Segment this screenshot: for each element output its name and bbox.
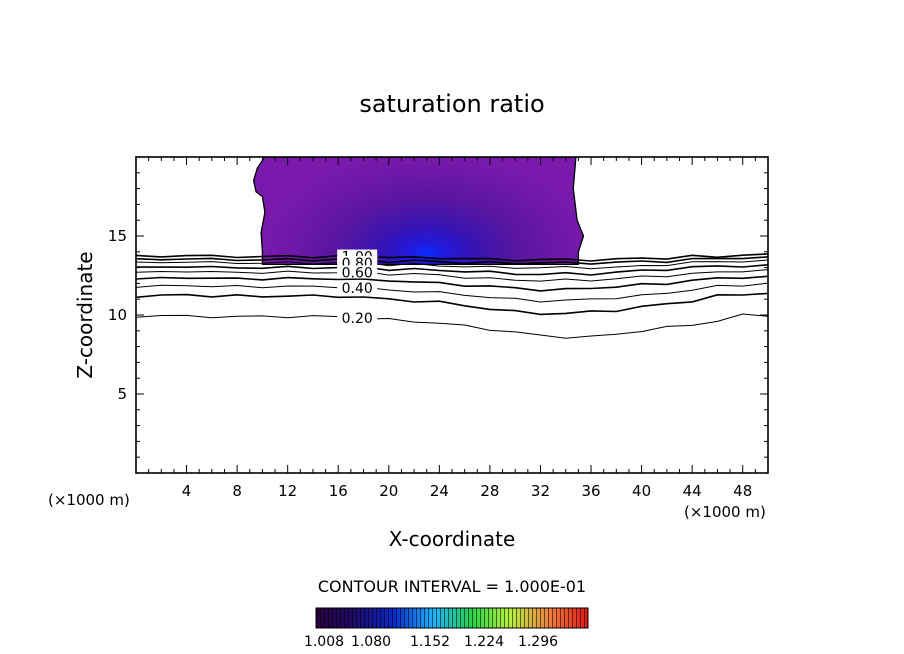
contour-label: 0.40 xyxy=(342,281,373,297)
x-tick-label: 44 xyxy=(683,482,702,500)
contour-line-0.90 xyxy=(136,256,768,265)
y-tick-label: 15 xyxy=(108,227,127,245)
x-tick-label: 12 xyxy=(278,482,297,500)
contour-line-0.30 xyxy=(136,292,768,316)
axis-ticks xyxy=(136,157,768,473)
contour-label: 0.60 xyxy=(342,265,373,281)
x-tick-labels: 4 8 12 16 20 24 28 32 36 40 44 48 xyxy=(182,482,752,500)
x-tick-label: 32 xyxy=(531,482,550,500)
chart-title: saturation ratio xyxy=(359,90,544,118)
contour-line-1.00 xyxy=(136,253,768,262)
contour-interval-label: CONTOUR INTERVAL = 1.000E-01 xyxy=(318,577,586,596)
contour-line-0.20 xyxy=(136,313,768,339)
contour-label-bg xyxy=(337,311,378,325)
contour-label-bg xyxy=(337,281,378,295)
contour-line-0.70 xyxy=(136,264,768,276)
y-tick-label: 5 xyxy=(117,385,127,403)
x-tick-label: 16 xyxy=(329,482,348,500)
colorbar-tick-label: 1.080 xyxy=(351,634,391,650)
x-unit-label-left: (×1000 m) xyxy=(48,491,130,509)
x-tick-label: 40 xyxy=(632,482,651,500)
x-tick-label: 24 xyxy=(430,482,449,500)
x-tick-label: 36 xyxy=(581,482,600,500)
supersaturated-fill xyxy=(252,157,585,266)
y-axis-label: Z-coordinate xyxy=(73,251,97,378)
colorbar-labels: 1.008 1.080 1.152 1.224 1.296 xyxy=(304,634,558,650)
contour-labels: 1.000.800.600.400.20 xyxy=(337,249,378,327)
x-axis-label: X-coordinate xyxy=(389,527,516,551)
supersaturation-region xyxy=(252,157,585,266)
x-tick-label: 28 xyxy=(480,482,499,500)
y-tick-label: 10 xyxy=(108,306,127,324)
colorbar-tick-label: 1.008 xyxy=(304,634,344,650)
x-unit-label-right: (×1000 m) xyxy=(684,503,766,521)
x-tick-label: 8 xyxy=(232,482,242,500)
y-tick-labels: 5 10 15 xyxy=(108,227,127,403)
contour-line-0.50 xyxy=(136,275,768,292)
x-tick-label: 4 xyxy=(182,482,192,500)
contour-line-0.80 xyxy=(136,259,768,270)
contour-lines xyxy=(136,253,768,339)
colorbar-tick-label: 1.224 xyxy=(464,634,504,650)
contour-line-0.60 xyxy=(136,269,768,282)
x-tick-label: 48 xyxy=(733,482,752,500)
x-tick-label: 20 xyxy=(379,482,398,500)
colorbar-tick-label: 1.152 xyxy=(410,634,450,650)
colorbar-tick-label: 1.296 xyxy=(518,634,558,650)
contour-label-bg xyxy=(337,265,378,279)
contour-line-0.40 xyxy=(136,282,768,303)
colorbar-stripes xyxy=(316,608,588,628)
contour-label: 0.20 xyxy=(342,311,373,327)
